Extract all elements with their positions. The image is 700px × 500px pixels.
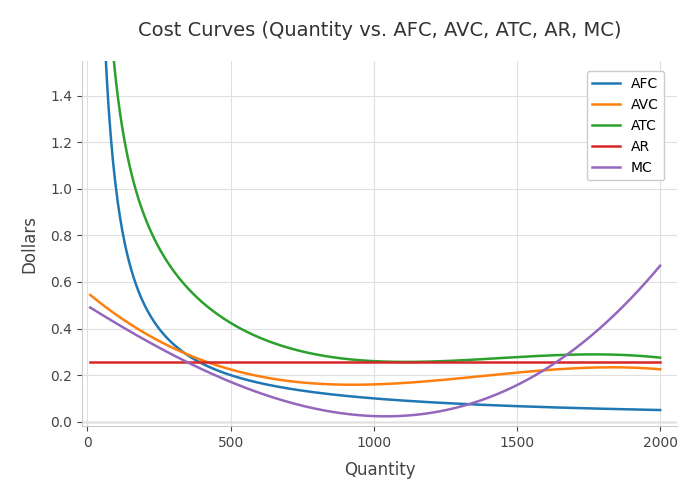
Line: AVC: AVC [90, 295, 660, 384]
AR [86, 360, 94, 366]
AR [425, 360, 433, 366]
AR [357, 360, 365, 366]
X-axis label: Quantity: Quantity [344, 461, 415, 479]
AR [642, 360, 650, 366]
MC [656, 262, 664, 268]
AVC [656, 366, 664, 372]
ATC [401, 359, 410, 365]
AVC [86, 292, 94, 298]
AFC [357, 394, 365, 400]
Legend: AFC, AVC, ATC, AR, MC: AFC, AVC, ATC, AR, MC [587, 72, 664, 180]
ATC [426, 358, 435, 364]
ATC [656, 354, 664, 360]
ATC [643, 354, 652, 360]
ATC [360, 358, 368, 364]
AVC [426, 378, 435, 384]
AFC [553, 404, 561, 410]
MC [395, 413, 404, 419]
ATC [357, 358, 365, 364]
AVC [361, 382, 370, 388]
AVC [554, 366, 563, 372]
MC [360, 412, 368, 418]
MC [382, 414, 390, 420]
Line: AFC: AFC [90, 0, 660, 410]
AR [656, 360, 664, 366]
AFC [642, 407, 650, 413]
AFC [360, 394, 368, 400]
AVC [643, 366, 652, 372]
Line: ATC: ATC [90, 0, 660, 362]
AVC [358, 382, 366, 388]
Line: MC: MC [90, 266, 660, 416]
AVC [349, 382, 357, 388]
MC [643, 278, 652, 283]
MC [357, 412, 365, 418]
AFC [394, 398, 402, 404]
AR [394, 360, 402, 366]
Title: Cost Curves (Quantity vs. AFC, AVC, ATC, AR, MC): Cost Curves (Quantity vs. AFC, AVC, ATC,… [138, 21, 621, 40]
MC [86, 304, 94, 310]
MC [554, 358, 563, 364]
AFC [425, 399, 433, 405]
AFC [656, 407, 664, 413]
MC [426, 410, 435, 416]
AVC [395, 380, 404, 386]
AR [553, 360, 561, 366]
ATC [394, 359, 402, 365]
ATC [554, 352, 563, 358]
Y-axis label: Dollars: Dollars [21, 214, 38, 272]
AR [360, 360, 368, 366]
